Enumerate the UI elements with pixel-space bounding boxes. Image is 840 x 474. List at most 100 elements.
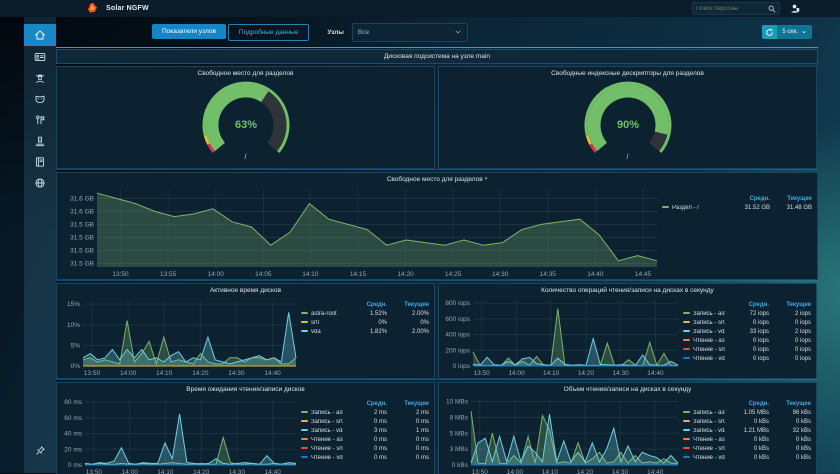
legend-series-name[interactable]: Запись - sr0: [683, 419, 725, 425]
sidebar-item-journal[interactable]: [24, 151, 56, 172]
legend-row: astra-root 1.52% 2.00%: [301, 309, 429, 318]
panel-title: Объем чтения/записи на дисках в секунду: [563, 385, 692, 393]
legend-current-value: 0 ms: [415, 445, 429, 452]
legend-current-header[interactable]: Текущее: [404, 301, 429, 308]
search-input[interactable]: [693, 5, 767, 12]
legend-series-name[interactable]: Чтение - astra-root: [301, 437, 343, 443]
legend-series-name[interactable]: Чтение - vda: [683, 455, 725, 461]
refresh-interval-button[interactable]: 5 сек.: [777, 25, 812, 39]
legend-series-name[interactable]: Чтение - sr0: [683, 347, 725, 353]
legend-current-header[interactable]: Текущее: [787, 195, 812, 202]
legend-swatch: [683, 410, 690, 413]
dashboard: Дисковая подсистема на узле main Свободн…: [56, 47, 818, 474]
wait-time-chart: 13:50 14:00 14:10 14:20 14:30 14:40 0 ms 20 ms 4…: [57, 395, 301, 474]
legend-current-header[interactable]: Текущее: [786, 400, 811, 407]
legend-series-name[interactable]: Запись - vda: [683, 329, 725, 335]
legend-series-name[interactable]: Чтение - sr0: [301, 446, 343, 452]
legend-avg-value: 0 kBs: [753, 445, 769, 452]
svg-text:31.6 GB: 31.6 GB: [70, 208, 94, 215]
legend-avg-header[interactable]: Средн.: [749, 195, 770, 202]
sidebar-pin[interactable]: [24, 440, 56, 461]
svg-text:800 iops: 800 iops: [445, 300, 470, 307]
svg-text:31.5 GB: 31.5 GB: [70, 260, 94, 267]
svg-text:14:00: 14:00: [120, 370, 137, 377]
legend-series-name[interactable]: Чтение - vda: [301, 455, 343, 461]
legend-avg-header[interactable]: Средн.: [748, 400, 769, 407]
legend-series-name[interactable]: Чтение - vda: [683, 356, 725, 362]
legend-current-value: 96 kBs: [792, 409, 811, 416]
legend-avg-value: 31.52 GB: [744, 204, 770, 211]
tab-detailed-data[interactable]: Подробные данные: [227, 23, 310, 41]
svg-text:14:40: 14:40: [647, 469, 664, 474]
legend-swatch: [683, 455, 690, 458]
legend-series-name[interactable]: astra-root: [301, 311, 343, 317]
legend-avg-header[interactable]: Средн.: [748, 301, 769, 308]
gauge-canvas: 90%: [583, 81, 671, 153]
tab-node-indicators[interactable]: Показатели узлов: [152, 23, 226, 39]
legend-series-name[interactable]: Запись - astra-root: [683, 311, 725, 317]
sidebar-item-id-card[interactable]: [24, 46, 56, 67]
legend-series-name[interactable]: Запись - astra-root: [301, 410, 343, 416]
legend-series-name[interactable]: Раздел - /: [662, 205, 726, 211]
svg-text:8 MBs: 8 MBs: [450, 414, 469, 421]
legend-series-name[interactable]: sr0: [301, 320, 343, 326]
sidebar-item-stamp[interactable]: [24, 130, 56, 151]
svg-text:0 ms: 0 ms: [68, 462, 83, 469]
legend-series-name[interactable]: Запись - sr0: [683, 320, 725, 326]
legend-series-name[interactable]: Чтение - sr0: [683, 446, 725, 452]
chart-legend: Средн. Текущее astra-root 1.52% 2.00% sr0 0% 0%…: [301, 296, 434, 377]
legend-swatch: [301, 419, 308, 422]
legend-series-name[interactable]: Чтение - astra-root: [683, 338, 725, 344]
legend-avg-header[interactable]: Средн.: [366, 400, 387, 407]
legend-series-name[interactable]: Запись - vda: [301, 428, 343, 434]
nodes-select[interactable]: Все: [351, 22, 468, 42]
sidebar-item-mask[interactable]: [24, 88, 56, 109]
panel-title-text: Свободное место для разделов: [386, 175, 483, 183]
sidebar-item-route[interactable]: [24, 109, 56, 130]
legend-current-value: 2.00%: [411, 310, 429, 317]
svg-text:10 MBs: 10 MBs: [446, 399, 469, 406]
legend-swatch: [301, 329, 308, 332]
sidebar-item-home[interactable]: [24, 24, 56, 46]
legend-avg-value: 0 iops: [752, 319, 769, 326]
sidebar-item-officer[interactable]: [24, 67, 56, 88]
legend-series-name[interactable]: Запись - astra-root: [683, 410, 725, 416]
home-icon: [35, 30, 45, 40]
sidebar-item-web[interactable]: [24, 172, 56, 193]
legend-avg-header[interactable]: Средн.: [366, 301, 387, 308]
search-icon[interactable]: [767, 4, 777, 14]
user-icon[interactable]: [789, 3, 800, 14]
svg-text:14:30: 14:30: [228, 370, 245, 377]
legend-row: Чтение - sr0 0 ms 0 ms: [301, 444, 429, 453]
legend-series-name[interactable]: Чтение - astra-root: [683, 437, 725, 443]
svg-text:14:30: 14:30: [612, 370, 629, 377]
legend-swatch: [662, 205, 669, 208]
person-search[interactable]: [692, 2, 780, 15]
legend-row: Запись - astra-root 72 iops 2 iops: [683, 309, 811, 318]
toolbar: Показатели узлов Подробные данные Узлы В…: [56, 17, 818, 47]
legend-current-header[interactable]: Текущее: [786, 301, 811, 308]
svg-text:90%: 90%: [616, 119, 638, 131]
gauge-free-space: 63%: [186, 79, 306, 155]
chart-canvas: 13:50 13:55 14:00 14:05 14:10 14:15 14:20 14:25…: [70, 189, 658, 278]
legend-header-row: Средн. Текущее: [683, 300, 811, 309]
free-space-chart-row: Свободное место для разделов ▾ 13:50 13:5…: [56, 172, 818, 281]
legend-series-name[interactable]: Запись - vda: [683, 428, 725, 434]
legend-avg-value: 1.21 MBs: [743, 427, 769, 434]
legend-header-row: Средн. Текущее: [301, 399, 429, 408]
legend-swatch: [683, 329, 690, 332]
legend-current-value: 2.00%: [411, 328, 429, 335]
panel-title-dropdown[interactable]: Свободное место для разделов ▾: [57, 173, 817, 185]
refresh-button[interactable]: [762, 25, 778, 39]
legend-series-name[interactable]: Запись - sr0: [301, 419, 343, 425]
middle-chart-row: Активное время дисков 13:50 14:00 14:10 14:…: [56, 283, 818, 380]
chart-legend: Средн. Текущее Запись - astra-root 2 ms 2 ms…: [301, 395, 434, 474]
svg-text:14:10: 14:10: [542, 469, 559, 474]
legend-swatch: [683, 356, 690, 359]
legend-row: Чтение - sr0 0 iops 0 iops: [683, 345, 811, 354]
panel-title: Свободные индексные дескрипторы для разд…: [551, 69, 704, 77]
refresh-control: 5 сек.: [762, 25, 812, 39]
flame-logo: [86, 2, 99, 15]
legend-current-header[interactable]: Текущее: [404, 400, 429, 407]
legend-series-name[interactable]: vda: [301, 329, 343, 335]
